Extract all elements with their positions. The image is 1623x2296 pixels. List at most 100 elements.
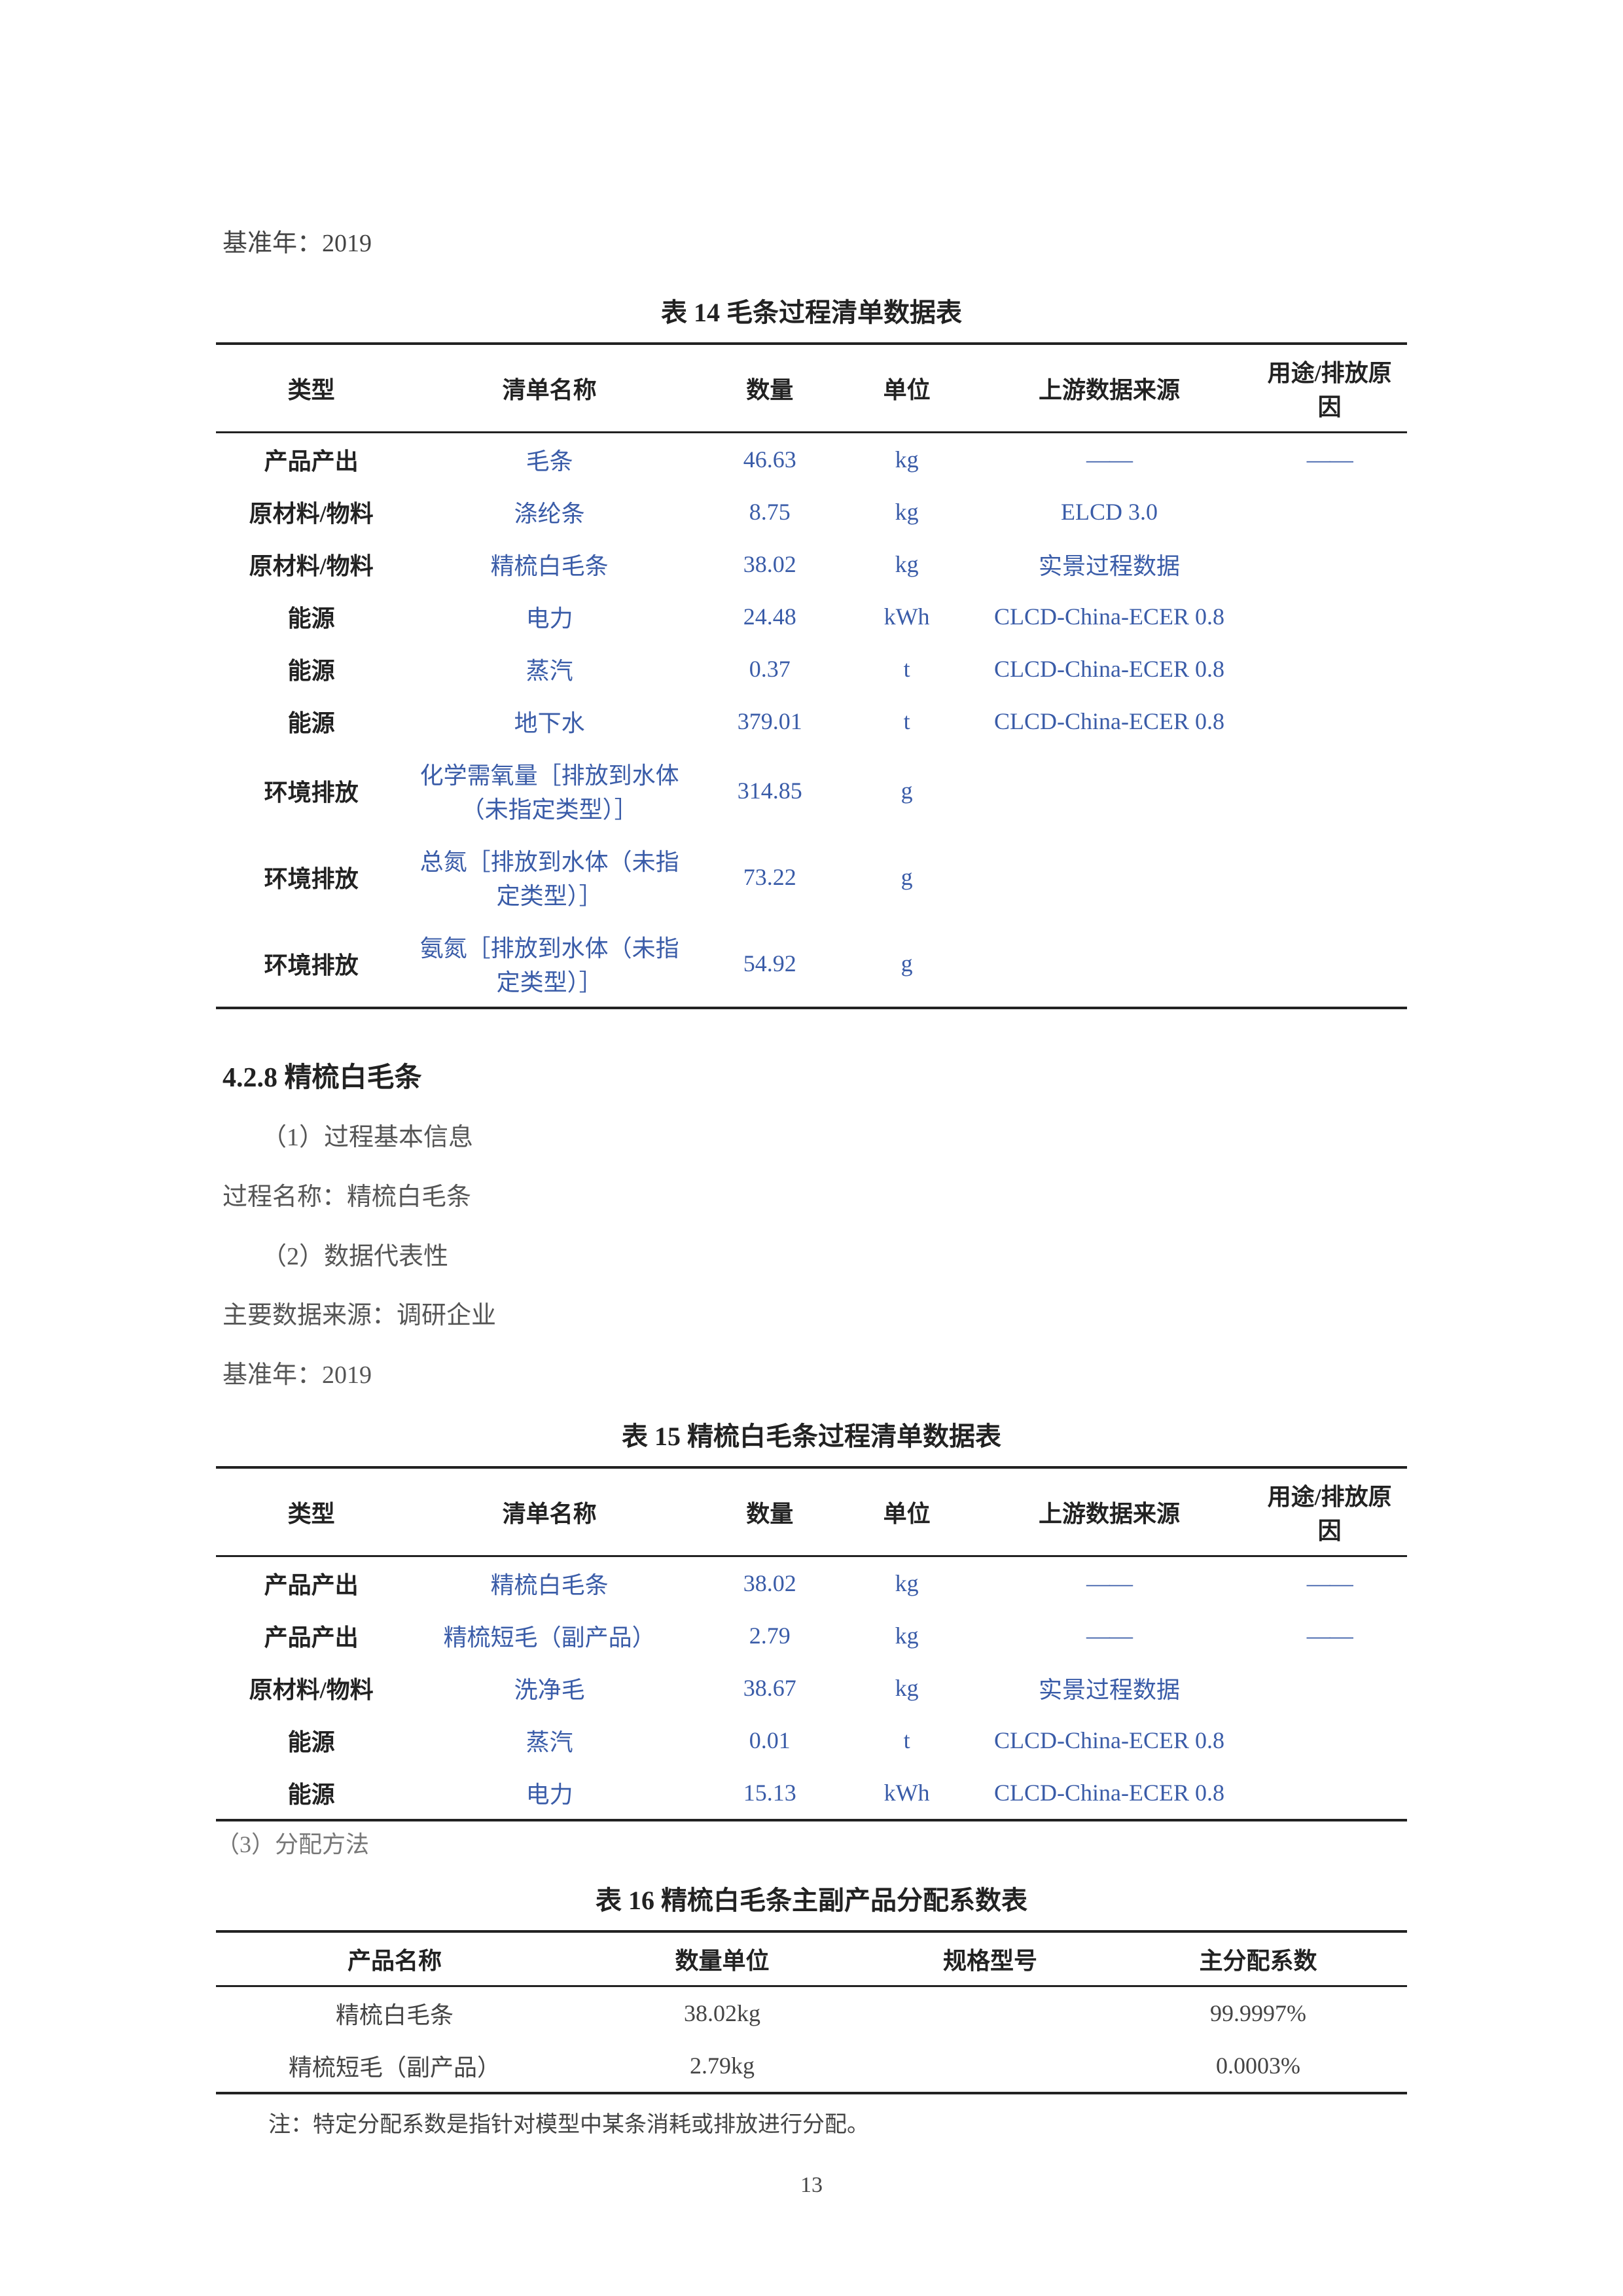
th-qty: 数量 [692,344,847,433]
th-reason: 用途/排放原因 [1252,344,1407,433]
cell: kg [847,1662,967,1714]
cell: 46.63 [692,433,847,486]
cell: 38.67 [692,1662,847,1714]
cell: —— [967,1609,1253,1662]
table-row: 产品产出毛条46.63kg———— [216,433,1407,486]
cell: 电力 [406,590,692,643]
th-spec: 规格型号 [871,1931,1109,1986]
cell [967,834,1253,920]
cell: 环境排放 [216,834,406,920]
table-row: 精梳短毛（副产品）2.79kg0.0003% [216,2039,1407,2093]
cell: 能源 [216,643,406,695]
cell: CLCD-China-ECER 0.8 [967,590,1253,643]
cell: CLCD-China-ECER 0.8 [967,1767,1253,1820]
cell: 24.48 [692,590,847,643]
cell: 38.02 [692,1556,847,1609]
cell: kg [847,1556,967,1609]
cell: kg [847,538,967,590]
table-row: 原材料/物料精梳白毛条38.02kg实景过程数据 [216,538,1407,590]
cell: t [847,643,967,695]
cell [1252,486,1407,538]
table-row: 原材料/物料涤纶条8.75kgELCD 3.0 [216,486,1407,538]
section-428-heading: 4.2.8 精梳白毛条 [223,1055,1407,1095]
cell: 精梳白毛条 [406,1556,692,1609]
cell: 8.75 [692,486,847,538]
cell: 能源 [216,1767,406,1820]
cell: 73.22 [692,834,847,920]
th-qty: 数量 [692,1467,847,1556]
cell: 环境排放 [216,747,406,834]
cell: 2.79kg [573,2039,871,2093]
cell: —— [967,433,1253,486]
table-row: 产品产出精梳短毛（副产品）2.79kg———— [216,1609,1407,1662]
cell [871,2039,1109,2093]
cell: ELCD 3.0 [967,486,1253,538]
th-name: 清单名称 [406,1467,692,1556]
table15: 类型 清单名称 数量 单位 上游数据来源 用途/排放原因 产品产出精梳白毛条38… [216,1466,1407,1821]
table16-note: 注：特定分配系数是指针对模型中某条消耗或排放进行分配。 [216,2106,1407,2138]
table-row: 环境排放化学需氧量［排放到水体（未指定类型）］314.85g [216,747,1407,834]
cell: 电力 [406,1767,692,1820]
cell: 314.85 [692,747,847,834]
cell: —— [1252,1609,1407,1662]
table-row: 产品产出精梳白毛条38.02kg———— [216,1556,1407,1609]
cell: 地下水 [406,695,692,747]
cell [1252,590,1407,643]
cell: 能源 [216,1714,406,1767]
cell: kg [847,486,967,538]
cell [967,747,1253,834]
table-row: 精梳白毛条38.02kg99.9997% [216,1986,1407,2039]
th-type: 类型 [216,344,406,433]
cell [967,920,1253,1008]
cell: 99.9997% [1109,1986,1407,2039]
table16-caption: 表 16 精梳白毛条主副产品分配系数表 [216,1879,1407,1917]
cell: 产品产出 [216,433,406,486]
sec428-line4: 主要数据来源：调研企业 [223,1296,1407,1336]
th-unit: 单位 [847,344,967,433]
th-coef: 主分配系数 [1109,1931,1407,1986]
sec428-sub3: （3）分配方法 [216,1825,1407,1859]
th-type: 类型 [216,1467,406,1556]
cell: 原材料/物料 [216,486,406,538]
cell: 蒸汽 [406,643,692,695]
cell: 38.02 [692,538,847,590]
cell [1252,1714,1407,1767]
sec428-line1: （1）过程基本信息 [223,1118,1407,1158]
cell [1252,538,1407,590]
cell: 0.01 [692,1714,847,1767]
cell: —— [967,1556,1253,1609]
cell [1252,643,1407,695]
cell: 涤纶条 [406,486,692,538]
cell: 环境排放 [216,920,406,1008]
cell [1252,1767,1407,1820]
cell: 原材料/物料 [216,538,406,590]
cell: CLCD-China-ECER 0.8 [967,643,1253,695]
table-row: 原材料/物料洗净毛38.67kg实景过程数据 [216,1662,1407,1714]
baseyear-line: 基准年：2019 [216,223,1407,259]
cell: 0.0003% [1109,2039,1407,2093]
cell [1252,834,1407,920]
cell: 精梳短毛（副产品） [406,1609,692,1662]
cell: kg [847,1609,967,1662]
cell: 总氮［排放到水体（未指定类型）］ [406,834,692,920]
cell: —— [1252,433,1407,486]
cell: 15.13 [692,1767,847,1820]
cell [1252,1662,1407,1714]
table-row: 能源电力15.13kWhCLCD-China-ECER 0.8 [216,1767,1407,1820]
table-row: 能源蒸汽0.37tCLCD-China-ECER 0.8 [216,643,1407,695]
cell: 毛条 [406,433,692,486]
page-number: 13 [0,2173,1623,2198]
cell: kWh [847,590,967,643]
cell [1252,920,1407,1008]
th-name: 清单名称 [406,344,692,433]
cell: CLCD-China-ECER 0.8 [967,695,1253,747]
cell: —— [1252,1556,1407,1609]
cell: 379.01 [692,695,847,747]
th-qtyunit: 数量单位 [573,1931,871,1986]
cell: 54.92 [692,920,847,1008]
cell [1252,695,1407,747]
cell: 化学需氧量［排放到水体（未指定类型）］ [406,747,692,834]
cell [871,1986,1109,2039]
th-src: 上游数据来源 [967,344,1253,433]
table14-caption: 表 14 毛条过程清单数据表 [216,291,1407,329]
